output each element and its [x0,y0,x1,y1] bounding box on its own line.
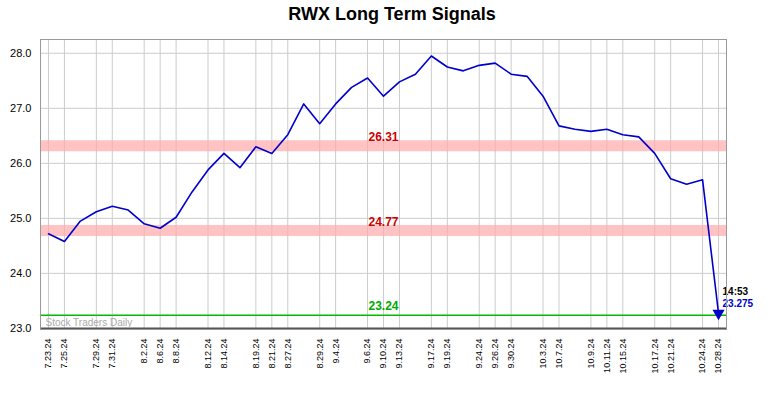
svg-text:8.8.24: 8.8.24 [171,339,181,364]
svg-text:10.15.24: 10.15.24 [618,339,628,374]
svg-text:7.23.24: 7.23.24 [43,339,53,369]
svg-text:7.25.24: 7.25.24 [59,339,69,369]
svg-text:14:53: 14:53 [722,286,749,298]
svg-text:9.13.24: 9.13.24 [394,339,404,369]
svg-text:10.28.24: 10.28.24 [713,339,723,374]
svg-text:23.275: 23.275 [723,298,754,309]
svg-text:10.24.24: 10.24.24 [697,339,707,374]
svg-text:9.10.24: 9.10.24 [378,339,388,369]
svg-text:9.19.24: 9.19.24 [442,339,452,369]
svg-text:9.17.24: 9.17.24 [426,339,436,369]
svg-text:Stock Traders Daily: Stock Traders Daily [46,317,133,328]
html-text:RWX Long Term Signals: RWX Long Term Signals [288,4,496,24]
svg-text:8.12.24: 8.12.24 [203,339,213,369]
svg-text:8.21.24: 8.21.24 [267,339,277,369]
svg-text:8.19.24: 8.19.24 [251,339,261,369]
svg-text:10.17.24: 10.17.24 [650,339,660,374]
svg-text:23.24: 23.24 [368,299,398,313]
svg-text:10.3.24: 10.3.24 [538,339,548,369]
svg-text:9.30.24: 9.30.24 [506,339,516,369]
svg-text:10.11.24: 10.11.24 [602,339,612,373]
svg-text:9.4.24: 9.4.24 [331,339,341,364]
svg-text:24.0: 24.0 [10,267,31,279]
svg-text:8.6.24: 8.6.24 [155,339,165,364]
svg-text:26.0: 26.0 [10,157,31,169]
svg-text:9.6.24: 9.6.24 [362,339,372,364]
svg-text:10.7.24: 10.7.24 [554,339,564,369]
svg-text:7.31.24: 7.31.24 [107,339,117,369]
svg-text:24.77: 24.77 [368,215,398,229]
svg-text:8.27.24: 8.27.24 [283,339,293,369]
svg-text:28.0: 28.0 [10,47,31,59]
svg-text:8.14.24: 8.14.24 [219,339,229,369]
svg-text:10.9.24: 10.9.24 [586,339,596,369]
svg-text:8.2.24: 8.2.24 [139,339,149,364]
svg-text:23.0: 23.0 [10,322,31,334]
svg-text:10.21.24: 10.21.24 [666,339,676,374]
svg-text:7.29.24: 7.29.24 [91,339,101,369]
svg-text:9.24.24: 9.24.24 [474,339,484,369]
svg-text:26.31: 26.31 [368,130,398,144]
svg-text:25.0: 25.0 [10,212,31,224]
svg-text:8.29.24: 8.29.24 [315,339,325,369]
svg-text:9.26.24: 9.26.24 [490,339,500,369]
svg-text:27.0: 27.0 [10,102,31,114]
